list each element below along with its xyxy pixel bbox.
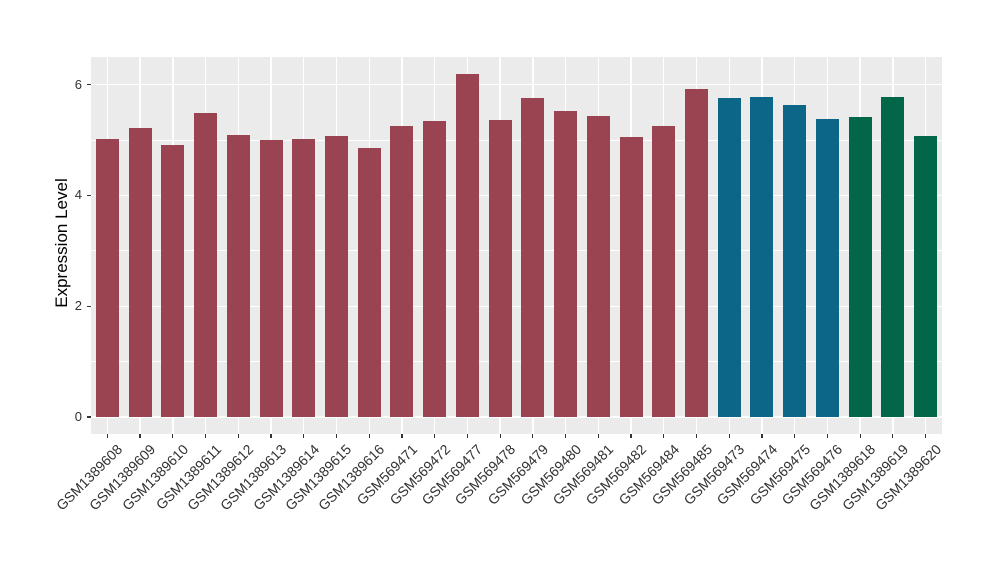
x-tick xyxy=(204,434,207,438)
bar xyxy=(423,121,447,417)
y-tick xyxy=(86,84,91,86)
bar xyxy=(881,96,905,417)
y-tick xyxy=(86,194,91,196)
x-tick xyxy=(761,434,763,438)
bar xyxy=(815,118,839,417)
x-tick xyxy=(859,434,861,438)
bar xyxy=(390,125,414,417)
bar xyxy=(357,147,381,417)
x-tick xyxy=(172,434,174,438)
bar xyxy=(259,140,283,417)
x-tick xyxy=(630,434,632,438)
x-tick xyxy=(434,434,436,438)
bar xyxy=(292,139,316,417)
x-tick xyxy=(826,434,829,438)
x-tick xyxy=(925,434,927,438)
bar xyxy=(128,127,152,417)
plot-panel xyxy=(91,57,942,434)
bar xyxy=(324,135,348,417)
x-tick xyxy=(106,434,108,438)
y-tick-label: 2 xyxy=(74,298,82,314)
h-gridline-major xyxy=(91,194,942,197)
bar xyxy=(554,110,578,417)
x-tick xyxy=(564,434,567,438)
bar xyxy=(750,96,774,417)
h-gridline-major xyxy=(91,305,942,307)
x-tick xyxy=(270,434,272,438)
bar xyxy=(161,145,185,417)
bar xyxy=(652,126,676,417)
bar xyxy=(521,98,545,417)
x-tick xyxy=(695,434,698,438)
bar xyxy=(95,138,119,417)
bar xyxy=(783,104,807,417)
h-gridline-minor xyxy=(91,361,942,362)
x-tick xyxy=(663,434,665,438)
bar xyxy=(619,136,643,417)
bar xyxy=(488,119,512,417)
x-tick xyxy=(303,434,305,438)
x-tick xyxy=(401,434,403,438)
h-gridline-minor xyxy=(91,139,942,141)
h-gridline-major xyxy=(91,416,942,418)
y-tick xyxy=(86,416,91,418)
x-tick xyxy=(466,434,468,438)
x-tick xyxy=(597,434,599,438)
bar xyxy=(685,89,709,417)
x-tick xyxy=(368,434,370,438)
h-gridline-major xyxy=(91,83,942,86)
x-tick xyxy=(892,434,894,438)
bar xyxy=(848,116,872,417)
y-tick-label: 4 xyxy=(74,187,82,203)
y-tick-label: 0 xyxy=(74,409,82,424)
bar xyxy=(586,115,610,417)
x-tick xyxy=(335,434,338,438)
x-tick xyxy=(237,434,239,438)
h-gridline-minor xyxy=(91,250,942,252)
bar xyxy=(914,136,938,417)
x-tick xyxy=(794,434,796,438)
bar xyxy=(717,97,741,417)
y-tick-label: 6 xyxy=(74,76,82,92)
x-tick xyxy=(139,434,141,438)
y-tick xyxy=(86,305,91,307)
bar xyxy=(226,135,250,417)
x-tick xyxy=(728,434,730,438)
bar xyxy=(455,73,479,417)
bar xyxy=(194,113,218,417)
x-tick xyxy=(532,434,534,438)
x-tick xyxy=(499,434,501,438)
